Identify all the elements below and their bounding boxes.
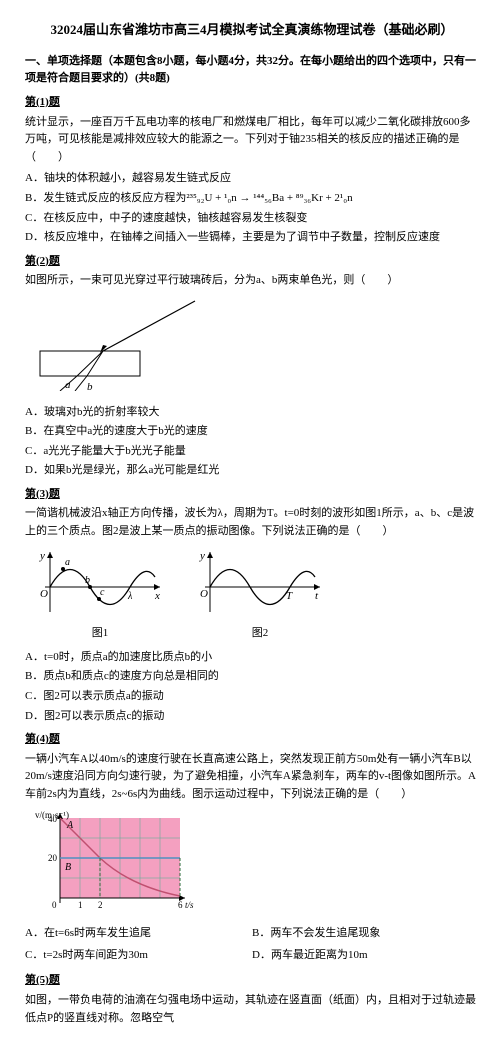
wave-fig1: y x O a b c λ bbox=[35, 547, 165, 617]
q2-optA: A．玻璃对b光的折射率较大 bbox=[25, 404, 479, 422]
q3-optD: D．图2可以表示质点c的振动 bbox=[25, 708, 479, 726]
svg-text:t/s: t/s bbox=[185, 900, 194, 910]
q1-optB-formula: ²³⁵₉₂U + ¹₀n → ¹⁴⁴₅₆Ba + ⁸⁹₃₆Kr + 2¹₀n bbox=[186, 192, 352, 204]
q5-label: 第(5)题 bbox=[25, 972, 479, 990]
svg-text:O: O bbox=[200, 588, 208, 600]
svg-text:b: b bbox=[85, 575, 90, 586]
svg-text:t: t bbox=[315, 590, 319, 602]
wave-diagrams: y x O a b c λ 图1 y t O T 图2 bbox=[35, 547, 479, 643]
svg-text:a: a bbox=[65, 557, 70, 568]
svg-text:T: T bbox=[286, 590, 293, 602]
svg-text:c: c bbox=[100, 587, 105, 598]
svg-text:λ: λ bbox=[127, 591, 133, 602]
q5-text: 如图，一带负电荷的油滴在匀强电场中运动，其轨迹在竖直面（纸面）内，且相对于过轨迹… bbox=[25, 992, 479, 1027]
q1-optD: D．核反应堆中，在铀棒之间插入一些镉棒，主要是为了调节中子数量，控制反应速度 bbox=[25, 229, 479, 247]
q2-label: 第(2)题 bbox=[25, 253, 479, 271]
svg-text:2: 2 bbox=[98, 900, 103, 910]
q3-text: 一简谐机械波沿x轴正方向传播，波长为λ，周期为T。t=0时刻的波形如图1所示，a… bbox=[25, 505, 479, 540]
q1-optB: B．发生链式反应的核反应方程为²³⁵₉₂U + ¹₀n → ¹⁴⁴₅₆Ba + … bbox=[25, 190, 479, 208]
svg-text:y: y bbox=[39, 550, 45, 562]
q4-optB: B．两车不会发生追尾现象 bbox=[252, 925, 479, 943]
q1-label: 第(1)题 bbox=[25, 94, 479, 112]
section-1-header: 一、单项选择题（本题包含8小题，每小题4分，共32分。在每小题给出的四个选项中，… bbox=[25, 53, 479, 88]
svg-text:1: 1 bbox=[78, 900, 83, 910]
q4-optA: A．在t=6s时两车发生追尾 bbox=[25, 925, 252, 943]
q4-optC: C．t=2s时两车间距为30m bbox=[25, 947, 252, 965]
q4-options: A．在t=6s时两车发生追尾 B．两车不会发生追尾现象 C．t=2s时两车间距为… bbox=[25, 923, 479, 966]
exam-title: 32024届山东省潍坊市高三4月模拟考试全真演练物理试卷（基础必刷） bbox=[25, 20, 479, 41]
fig1-caption: 图1 bbox=[35, 625, 165, 643]
q1-optA: A．铀块的体积越小，越容易发生链式反应 bbox=[25, 170, 479, 188]
q2-optB: B．在真空中a光的速度大于b光的速度 bbox=[25, 423, 479, 441]
q4-text: 一辆小汽车A以40m/s的速度行驶在长直高速公路上，突然发现正前方50m处有一辆… bbox=[25, 751, 479, 804]
q3-optA: A．t=0时，质点a的加速度比质点b的小 bbox=[25, 649, 479, 667]
svg-text:20: 20 bbox=[48, 853, 58, 863]
svg-text:x: x bbox=[154, 590, 160, 602]
q1-optC: C．在核反应中，中子的速度越快，铀核越容易发生核裂变 bbox=[25, 210, 479, 228]
q3-label: 第(3)题 bbox=[25, 486, 479, 504]
svg-text:B: B bbox=[65, 862, 71, 873]
v-t-graph: v/(m·s⁻¹) 40 20 0 1 2 6 t/s A B bbox=[35, 808, 479, 920]
q2-text: 如图所示，一束可见光穿过平行玻璃砖后，分为a、b两束单色光，则（ ） bbox=[25, 272, 479, 290]
fig2-caption: 图2 bbox=[195, 625, 325, 643]
prism-label-a: a bbox=[65, 379, 71, 391]
svg-text:y: y bbox=[199, 550, 205, 562]
q4-label: 第(4)题 bbox=[25, 731, 479, 749]
q1-optB-pre: B．发生链式反应的核反应方程为 bbox=[25, 192, 186, 204]
svg-text:0: 0 bbox=[52, 900, 57, 910]
svg-text:6: 6 bbox=[178, 900, 183, 910]
prism-label-b: b bbox=[87, 381, 93, 391]
q4-optD: D．两车最近距离为10m bbox=[252, 947, 479, 965]
q3-optC: C．图2可以表示质点a的振动 bbox=[25, 688, 479, 706]
q1-text: 统计显示，一座百万千瓦电功率的核电厂和燃煤电厂相比，每年可以减少二氧化碳排放60… bbox=[25, 114, 479, 167]
svg-text:O: O bbox=[40, 588, 48, 600]
wave-fig2: y t O T bbox=[195, 547, 325, 617]
svg-text:A: A bbox=[66, 820, 74, 831]
q2-optC: C．a光光子能量大于b光光子能量 bbox=[25, 443, 479, 461]
svg-text:40: 40 bbox=[48, 814, 58, 824]
q3-optB: B．质点b和质点c的速度方向总是相同的 bbox=[25, 668, 479, 686]
prism-diagram: a b bbox=[35, 296, 479, 398]
q2-optD: D．如果b光是绿光，那么a光可能是红光 bbox=[25, 462, 479, 480]
